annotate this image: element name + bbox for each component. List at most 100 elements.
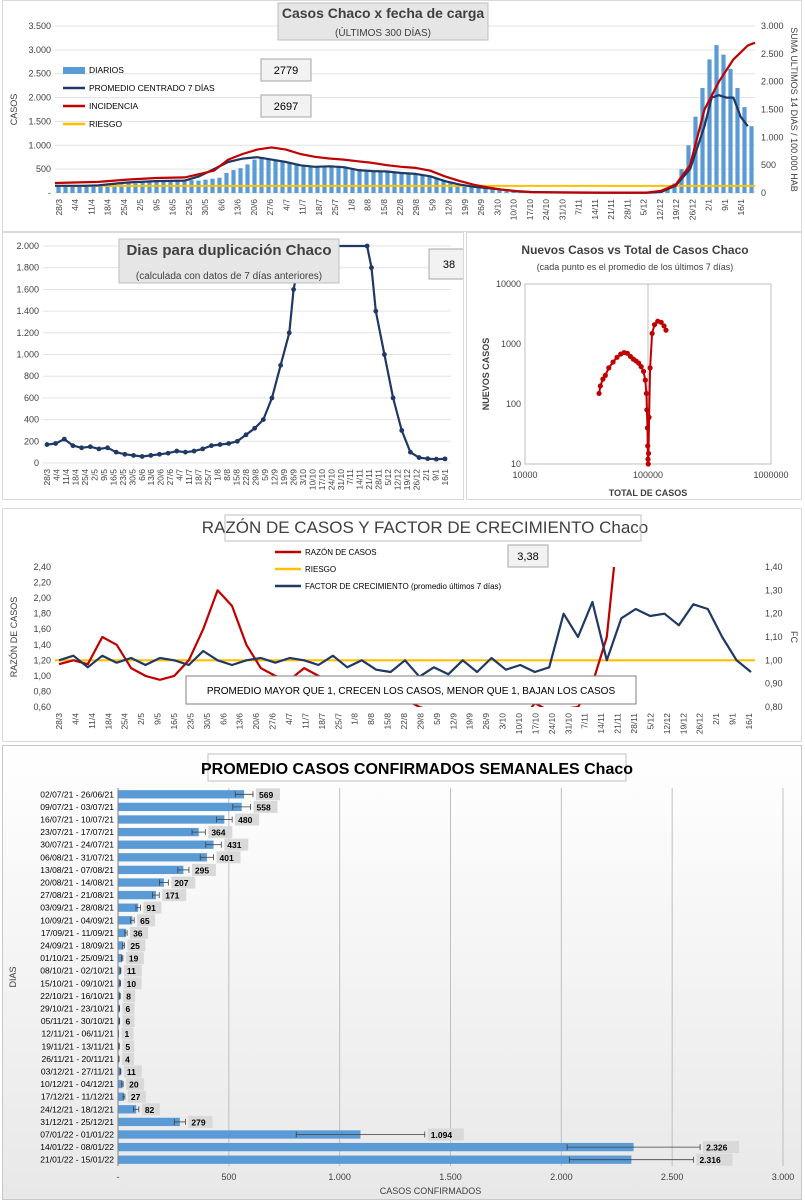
data-point <box>600 376 606 382</box>
category-label: 26/11/21 - 20/11/21 <box>42 1054 115 1064</box>
daily-bar <box>420 174 425 193</box>
daily-bar <box>497 190 502 193</box>
value-label-bg <box>122 1040 135 1053</box>
bar <box>118 966 121 975</box>
value-label-bg <box>427 1128 464 1141</box>
chart2-xtick: 5/12 <box>383 469 393 486</box>
y-tick: 1.600 <box>16 284 39 294</box>
y-axis-label: RAZÓN DE CASOS <box>9 597 19 678</box>
category-label: 09/07/21 - 03/07/21 <box>40 802 114 812</box>
data-point <box>640 368 647 374</box>
category-label: 10/09/21 - 04/09/21 <box>40 915 114 925</box>
daily-bar <box>168 181 173 193</box>
data-point <box>183 449 188 455</box>
value-label-bg <box>127 939 146 952</box>
daily-bar <box>371 170 376 193</box>
data-point <box>638 364 644 370</box>
chart2-xtick: 2/5 <box>89 469 99 481</box>
category-label: 02/07/21 - 26/06/21 <box>40 789 114 799</box>
y2-axis-label: SUMA ULTIMOS 14 DIAS / 100.000 HAB <box>789 27 799 191</box>
bar <box>118 991 120 1001</box>
bar <box>118 928 126 938</box>
value-label-bg <box>141 1103 160 1116</box>
chart1-xtick: 18/7 <box>314 199 324 216</box>
series-line <box>58 567 616 707</box>
chart1-xtick: 11/4 <box>86 199 96 215</box>
y-tick: 1,40 <box>33 640 51 650</box>
value-label: 36 <box>133 928 143 938</box>
value-label-bg <box>122 1002 135 1015</box>
data-point <box>269 395 275 401</box>
daily-bar <box>707 59 712 194</box>
value-label: 1.094 <box>431 1130 453 1140</box>
legend-entry: FACTOR DE CRECIMIENTO (promedio últimos … <box>305 582 502 591</box>
chart2-xtick: 11/4 <box>61 469 71 485</box>
y-tick: 0 <box>34 458 39 468</box>
chart3-title: Nuevos Casos vs Total de Casos Chaco <box>521 243 748 257</box>
value-label: 65 <box>140 916 150 926</box>
category-label: 24/12/21 - 18/12/21 <box>40 1104 114 1114</box>
daily-bar <box>280 160 285 193</box>
data-point <box>399 428 405 433</box>
chart1-xtick: 2/5 <box>135 199 145 211</box>
chart2-xtick: 28/3 <box>42 469 52 486</box>
value-label: 569 <box>259 790 273 800</box>
chart1-xtick: 9/5 <box>151 199 161 211</box>
chart2-xtick: 4/7 <box>175 469 185 481</box>
bar <box>118 827 199 837</box>
chart1-xtick: 19/12 <box>671 199 681 221</box>
chart4-xtick: 18/7 <box>317 713 327 730</box>
chart1-xtick: 22/8 <box>395 199 405 216</box>
daily-bar <box>672 183 677 193</box>
value-label-bg <box>253 800 278 813</box>
data-point <box>96 446 102 452</box>
chart4-xtick: 14/11 <box>596 713 606 734</box>
data-point <box>291 287 296 292</box>
chart1-xtick: 25/4 <box>119 199 129 216</box>
data-point <box>243 432 249 438</box>
y-tick: 3.000 <box>28 45 51 55</box>
y-tick: 400 <box>24 415 39 425</box>
data-point <box>252 425 258 431</box>
data-point <box>597 383 603 389</box>
data-point <box>645 443 651 449</box>
annotation-3-box <box>428 248 463 280</box>
value-label-bg <box>703 1141 740 1154</box>
chart2-xtick: 9/1 <box>431 469 441 481</box>
daily-bar <box>378 171 383 193</box>
bar <box>118 790 245 799</box>
value-label-bg <box>171 876 196 889</box>
x-tick: 1.000 <box>328 1172 351 1182</box>
x-axis-label: CASOS CONFIRMADOS <box>380 1186 482 1196</box>
category-label: 05/11/21 - 30/10/21 <box>41 1016 114 1026</box>
legend-swatch <box>63 67 85 74</box>
data-point <box>165 450 171 456</box>
daily-bar <box>392 172 397 193</box>
data-point <box>226 441 232 446</box>
category-label: 10/12/21 - 04/12/21 <box>40 1079 114 1089</box>
chart2-xtick: 21/11 <box>364 469 374 490</box>
x-tick: 500 <box>221 1172 236 1182</box>
category-label: 20/08/21 - 14/08/21 <box>40 878 114 888</box>
daily-bar <box>56 185 61 193</box>
category-label: 17/09/21 - 11/09/21 <box>41 928 114 938</box>
annotation-2: 2697 <box>274 101 298 113</box>
category-label: 19/11/21 - 13/11/21 <box>42 1041 115 1051</box>
chart1-xtick: 6/6 <box>216 199 226 211</box>
chart1-xtick: 11/7 <box>298 199 308 215</box>
value-label-bg <box>255 788 280 801</box>
chart2-xtick: 13/6 <box>146 469 156 486</box>
y2-axis-label: FC <box>789 631 799 643</box>
legend-entry: PROMEDIO CENTRADO 7 DÍAS <box>89 83 215 93</box>
value-label-bg <box>162 889 187 902</box>
data-point <box>174 448 180 454</box>
annotation-1-box <box>260 58 312 82</box>
value-label-bg <box>191 863 216 876</box>
x-tick: 1.500 <box>439 1172 462 1182</box>
annotation-4-box <box>507 544 549 568</box>
daily-bar <box>266 158 271 193</box>
bar <box>118 1092 124 1101</box>
chart2-xtick: 18/4 <box>70 469 80 486</box>
chart4-xtick: 25/4 <box>120 713 130 730</box>
daily-bar <box>700 88 705 193</box>
